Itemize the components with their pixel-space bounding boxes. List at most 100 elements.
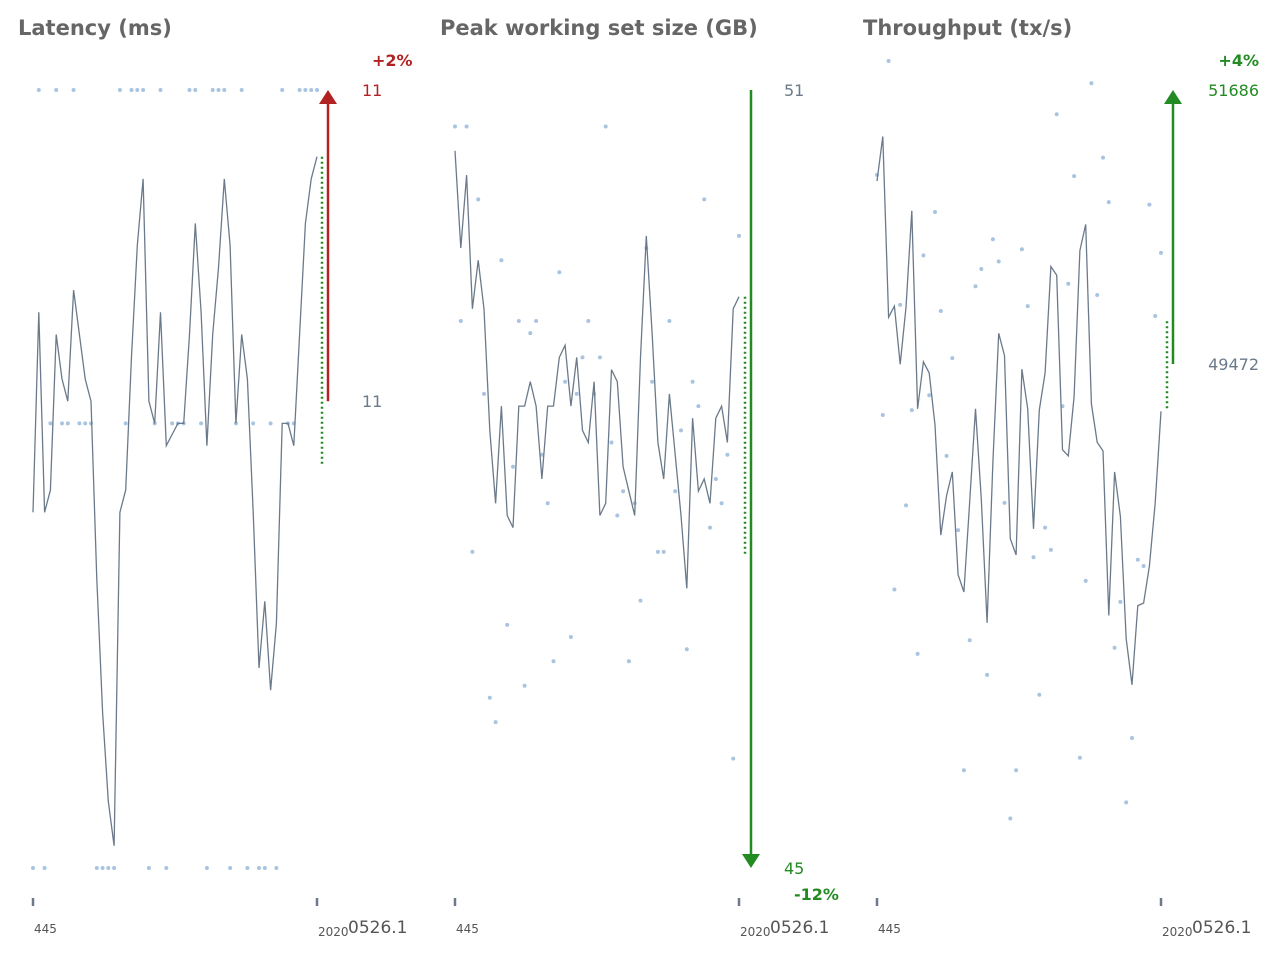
data-point xyxy=(690,379,695,384)
latency-panel: Latency (ms) 11 11 +2% 445 2020 0526.1 xyxy=(18,16,413,939)
data-point xyxy=(996,259,1001,264)
data-point xyxy=(1153,314,1158,318)
data-point xyxy=(1118,599,1123,604)
data-point xyxy=(251,421,256,426)
data-point xyxy=(499,258,504,263)
data-point xyxy=(470,549,475,554)
data-point xyxy=(1031,555,1036,560)
data-point xyxy=(262,866,267,870)
data-point xyxy=(915,651,920,656)
x-tick-label-end: 2020 xyxy=(740,925,771,939)
data-point xyxy=(54,88,59,92)
data-point xyxy=(476,197,481,202)
end-value-label: 45 xyxy=(784,859,804,878)
x-tick-label-start: 445 xyxy=(34,922,57,936)
data-point xyxy=(239,88,244,92)
data-point xyxy=(204,866,209,870)
data-point xyxy=(297,88,302,92)
data-point xyxy=(268,421,273,426)
data-point xyxy=(961,768,966,773)
data-point xyxy=(708,525,712,530)
percent-change-label: +4% xyxy=(1218,51,1259,70)
data-point xyxy=(539,452,544,457)
data-point xyxy=(1025,304,1030,309)
percent-change-label: -12% xyxy=(794,885,839,904)
data-point xyxy=(123,421,128,426)
data-point xyxy=(1077,755,1082,760)
latency-series-line xyxy=(32,156,318,846)
x-tick-label-version: 0526.1 xyxy=(348,918,407,938)
data-point xyxy=(621,489,626,494)
data-point xyxy=(36,88,41,92)
data-point xyxy=(933,210,937,214)
data-point xyxy=(626,659,631,664)
data-point xyxy=(1095,293,1100,297)
working-set-panel: Peak working set size (GB) 51 45 -12% 445 … xyxy=(440,16,839,939)
start-value-label: 51 xyxy=(784,81,804,100)
latency-dots xyxy=(31,88,319,870)
data-point xyxy=(534,319,539,323)
data-point xyxy=(1043,525,1048,530)
data-point xyxy=(950,356,955,361)
data-point xyxy=(892,587,897,592)
data-point xyxy=(158,88,163,92)
latency-x-axis: 445 2020 0526.1 xyxy=(31,898,407,939)
data-point xyxy=(927,393,932,398)
data-point xyxy=(661,549,666,554)
data-point xyxy=(557,270,562,275)
data-point xyxy=(100,866,105,870)
data-point xyxy=(135,88,140,92)
data-point xyxy=(210,88,215,92)
data-point xyxy=(909,408,914,413)
data-point xyxy=(257,866,261,870)
data-point xyxy=(1083,578,1088,583)
data-point xyxy=(1130,736,1134,740)
data-point xyxy=(193,88,198,92)
change-arrow-head xyxy=(319,90,337,104)
data-point xyxy=(1135,557,1140,562)
data-point xyxy=(719,501,724,506)
throughput-series-line xyxy=(876,136,1162,685)
latency-change-annotation: 11 11 +2% xyxy=(319,51,413,467)
data-point xyxy=(1048,547,1053,552)
data-point xyxy=(141,88,146,92)
data-point xyxy=(228,866,233,870)
data-point xyxy=(574,391,579,396)
data-point xyxy=(453,124,457,129)
data-point xyxy=(245,866,250,870)
data-point xyxy=(603,124,608,129)
panel-title-throughput: Throughput (tx/s) xyxy=(863,16,1072,40)
data-point xyxy=(1037,692,1042,697)
x-tick-label-version: 0526.1 xyxy=(1192,918,1251,938)
data-point xyxy=(684,647,689,652)
data-point xyxy=(464,124,469,129)
end-value-label: 51686 xyxy=(1208,81,1259,100)
data-point xyxy=(679,428,683,433)
data-point xyxy=(655,549,660,554)
data-point xyxy=(904,503,908,508)
data-point xyxy=(702,197,707,202)
data-point xyxy=(1089,81,1094,86)
percent-change-label: +2% xyxy=(372,51,413,70)
end-value-label: 11 xyxy=(362,81,382,100)
throughput-panel: Throughput (tx/s) 49472 51686 +4% 445 2020… xyxy=(863,16,1259,939)
data-point xyxy=(216,88,221,92)
data-point xyxy=(650,379,655,384)
data-point xyxy=(563,379,568,384)
data-point xyxy=(1159,250,1163,255)
data-point xyxy=(458,319,463,323)
data-point xyxy=(487,695,492,700)
data-point xyxy=(1002,500,1007,505)
data-point xyxy=(1106,200,1111,205)
working-set-dots xyxy=(453,124,741,761)
data-point xyxy=(580,355,585,360)
data-point xyxy=(1124,800,1129,805)
data-point xyxy=(83,421,88,426)
data-point xyxy=(187,88,192,92)
throughput-change-annotation: 49472 51686 +4% xyxy=(1164,51,1259,412)
data-point xyxy=(482,391,486,396)
x-tick-label-start: 445 xyxy=(878,922,901,936)
data-point xyxy=(1008,816,1013,821)
data-point xyxy=(944,453,949,458)
